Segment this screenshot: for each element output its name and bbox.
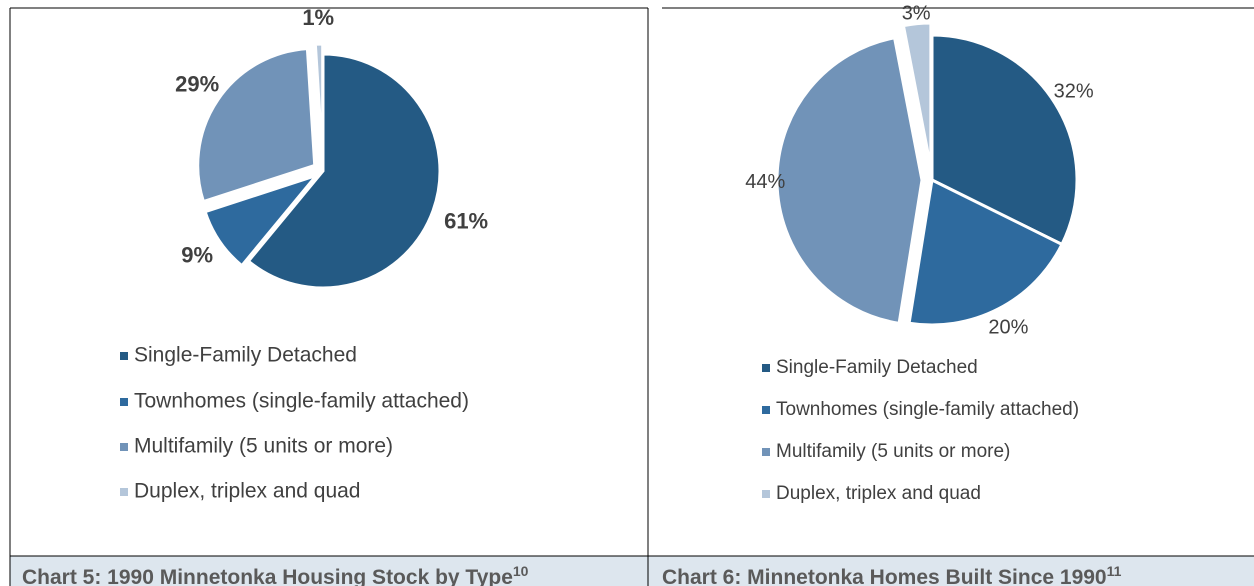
pie-slice (907, 177, 1064, 327)
legend-label: Single-Family Detached (776, 357, 978, 378)
title-cell (648, 556, 1254, 586)
chart-title: Chart 6: Minnetonka Homes Built Since 19… (662, 563, 1122, 586)
title-cell (10, 556, 648, 586)
legend-label: Townhomes (single-family attached) (776, 399, 1079, 420)
pie-slice (203, 172, 321, 268)
pie-slice (246, 52, 442, 290)
data-label: 44% (745, 171, 785, 193)
chart-title: Chart 5: 1990 Minnetonka Housing Stock b… (22, 563, 529, 586)
legend-swatch (762, 406, 770, 414)
pie-slice (930, 33, 1079, 247)
pie-slice (901, 21, 933, 169)
legend-label: Townhomes (single-family attached) (134, 390, 469, 413)
data-label: 1% (302, 5, 334, 30)
data-label: 9% (181, 242, 213, 267)
footnote: 10 (513, 563, 529, 579)
legend-swatch (762, 364, 770, 372)
data-label: 32% (1054, 80, 1094, 102)
legend-label: Multifamily (5 units or more) (776, 441, 1010, 462)
legend-swatch (120, 488, 128, 496)
legend-swatch (762, 490, 770, 498)
pie-slice (196, 47, 317, 204)
legend-swatch (762, 448, 770, 456)
legend-label: Single-Family Detached (134, 344, 357, 367)
legend-swatch (120, 352, 128, 360)
legend-swatch (120, 398, 128, 406)
pie-slice (775, 36, 924, 326)
data-label: 20% (988, 316, 1028, 338)
legend-swatch (120, 443, 128, 451)
pie-slice (313, 42, 325, 162)
legend-label: Duplex, triplex and quad (134, 480, 360, 503)
data-label: 29% (175, 71, 219, 96)
title-text: Chart 5: 1990 Minnetonka Housing Stock b… (22, 566, 513, 586)
title-text: Chart 6: Minnetonka Homes Built Since 19… (662, 566, 1107, 586)
footnote: 11 (1107, 563, 1122, 579)
data-label: 61% (444, 208, 488, 233)
legend-label: Multifamily (5 units or more) (134, 435, 393, 458)
legend-label: Duplex, triplex and quad (776, 483, 981, 504)
data-label: 3% (902, 2, 931, 24)
